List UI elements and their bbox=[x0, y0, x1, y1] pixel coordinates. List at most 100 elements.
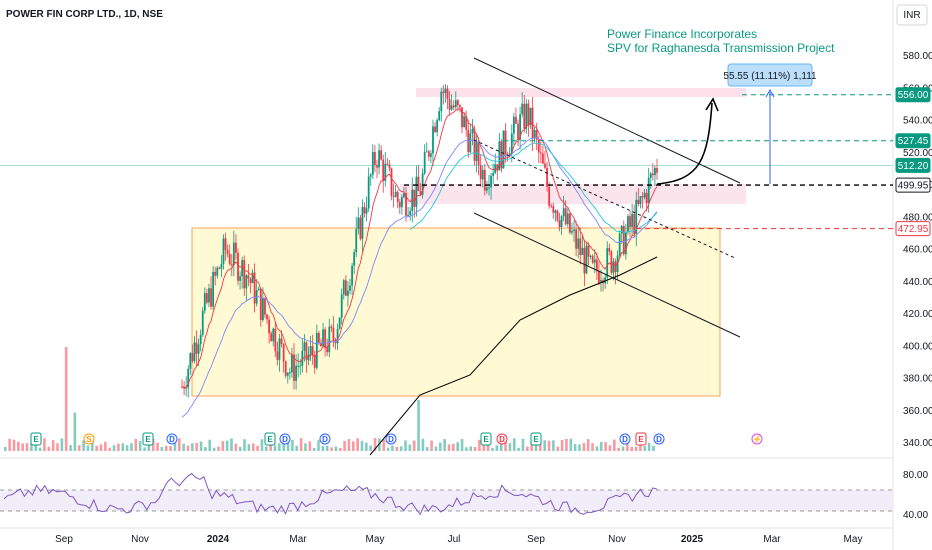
volume-bar-124 bbox=[543, 440, 546, 451]
candle-body-102 bbox=[392, 195, 395, 197]
event-label-13: D bbox=[656, 435, 662, 444]
volume-bar-70 bbox=[308, 441, 312, 451]
candle-body-76 bbox=[338, 317, 341, 329]
candle-body-128 bbox=[446, 88, 449, 100]
rsi-tick-0: 40.00 bbox=[903, 510, 928, 521]
candle-body-4 bbox=[189, 353, 192, 369]
lower-channel-line[interactable] bbox=[473, 212, 741, 338]
event-label-4: E bbox=[267, 435, 273, 444]
volume-bar-123 bbox=[539, 441, 542, 451]
volume-bar-26 bbox=[117, 443, 120, 451]
volume-bar-102 bbox=[447, 444, 451, 451]
price-tag-2: 512.20 bbox=[898, 161, 929, 172]
candle-body-191 bbox=[577, 238, 580, 249]
candle-body-227 bbox=[651, 173, 654, 176]
candle-body-57 bbox=[299, 365, 302, 367]
candle-body-174 bbox=[542, 153, 544, 164]
candle-body-213 bbox=[622, 226, 625, 255]
time-tick-5: Jul bbox=[448, 534, 461, 545]
volume-bar-60 bbox=[265, 446, 268, 451]
volume-bar-65 bbox=[286, 439, 290, 451]
candle-body-46 bbox=[276, 351, 279, 360]
candle-body-168 bbox=[529, 107, 532, 125]
volume-bar-128 bbox=[560, 440, 564, 451]
volume-bar-148 bbox=[647, 442, 651, 451]
volume-bar-147 bbox=[643, 446, 647, 451]
event-label-11: D bbox=[622, 435, 628, 444]
candle-body-66 bbox=[317, 332, 320, 343]
candle-body-17 bbox=[216, 267, 219, 276]
volume-bar-95 bbox=[417, 399, 420, 451]
candle-body-209 bbox=[614, 261, 617, 273]
candle-body-7 bbox=[195, 342, 198, 354]
volume-bar-143 bbox=[626, 438, 629, 451]
candle-body-148 bbox=[488, 187, 490, 189]
candle-body-11 bbox=[203, 293, 206, 311]
volume-bar-129 bbox=[565, 438, 568, 451]
candle-body-40 bbox=[264, 298, 266, 315]
volume-bar-62 bbox=[273, 445, 277, 451]
candle-body-162 bbox=[517, 123, 519, 140]
volume-bar-145 bbox=[634, 446, 638, 451]
event-label-8: E bbox=[483, 435, 489, 444]
currency-box[interactable] bbox=[896, 4, 928, 26]
candle-body-131 bbox=[452, 105, 455, 108]
candle-body-186 bbox=[566, 213, 569, 225]
candle-body-189 bbox=[573, 229, 575, 231]
candle-body-28 bbox=[239, 276, 241, 281]
time-tick-2: 2024 bbox=[207, 534, 230, 545]
candle-body-175 bbox=[544, 163, 546, 168]
event-label-9: D bbox=[499, 435, 505, 444]
volume-bar-76 bbox=[334, 446, 338, 451]
event-marker-11 bbox=[619, 433, 631, 445]
candle-body-176 bbox=[546, 167, 548, 187]
measure-label-box bbox=[727, 63, 813, 87]
upper-channel-line[interactable] bbox=[473, 57, 741, 184]
volume-bar-90 bbox=[395, 446, 399, 451]
volume-bar-85 bbox=[373, 438, 377, 451]
candle-body-123 bbox=[436, 120, 439, 133]
candle-body-171 bbox=[535, 129, 538, 140]
ema-teal-line bbox=[409, 142, 658, 233]
candle-body-105 bbox=[398, 202, 401, 208]
candle-body-167 bbox=[527, 103, 530, 125]
candle-body-152 bbox=[496, 164, 499, 171]
candle-body-64 bbox=[313, 355, 316, 368]
candle-body-222 bbox=[641, 196, 644, 198]
candle-body-83 bbox=[353, 252, 356, 266]
candlesticks bbox=[181, 84, 658, 398]
candle-body-124 bbox=[438, 111, 441, 121]
candle-body-205 bbox=[606, 248, 609, 278]
candle-body-139 bbox=[469, 133, 472, 153]
candle-body-190 bbox=[575, 229, 578, 249]
volume-bar-18 bbox=[82, 440, 85, 451]
volume-bar-103 bbox=[452, 443, 455, 451]
candle-body-193 bbox=[581, 247, 584, 255]
currency-label[interactable]: INR bbox=[903, 10, 920, 21]
candle-body-229 bbox=[656, 167, 658, 173]
volume-bar-32 bbox=[143, 447, 146, 451]
candle-body-161 bbox=[515, 116, 517, 124]
price-tick-12: 580.00 bbox=[903, 51, 932, 62]
volume-bar-27 bbox=[121, 443, 125, 451]
candle-body-23 bbox=[228, 253, 231, 264]
volume-bar-31 bbox=[138, 440, 142, 451]
candle-body-81 bbox=[349, 285, 351, 291]
event-marker-10 bbox=[530, 432, 542, 446]
candle-body-149 bbox=[490, 175, 492, 188]
resistance-zone bbox=[416, 88, 746, 97]
volume-bar-57 bbox=[251, 443, 255, 451]
candle-body-73 bbox=[332, 327, 335, 340]
volume-bar-96 bbox=[421, 438, 425, 451]
candle-body-195 bbox=[585, 245, 588, 274]
volume-bar-137 bbox=[599, 442, 603, 451]
volume-bar-42 bbox=[186, 445, 190, 451]
candle-body-26 bbox=[235, 242, 237, 253]
volume-bar-14 bbox=[64, 347, 68, 451]
price-tag-4: 472.95 bbox=[898, 224, 929, 235]
time-tick-4: May bbox=[366, 534, 385, 545]
candle-body-226 bbox=[649, 173, 652, 178]
candle-body-65 bbox=[315, 332, 318, 368]
candle-body-33 bbox=[249, 278, 252, 284]
